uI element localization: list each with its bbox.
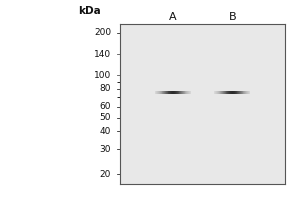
Text: 30: 30: [100, 145, 111, 154]
Text: 80: 80: [100, 84, 111, 93]
Text: 20: 20: [100, 170, 111, 179]
Text: 200: 200: [94, 28, 111, 37]
Text: 100: 100: [94, 71, 111, 80]
Text: A: A: [169, 12, 177, 22]
Text: 50: 50: [100, 113, 111, 122]
Text: kDa: kDa: [78, 6, 101, 16]
Text: 40: 40: [100, 127, 111, 136]
Text: 140: 140: [94, 50, 111, 59]
Text: B: B: [228, 12, 236, 22]
Text: 60: 60: [100, 102, 111, 111]
